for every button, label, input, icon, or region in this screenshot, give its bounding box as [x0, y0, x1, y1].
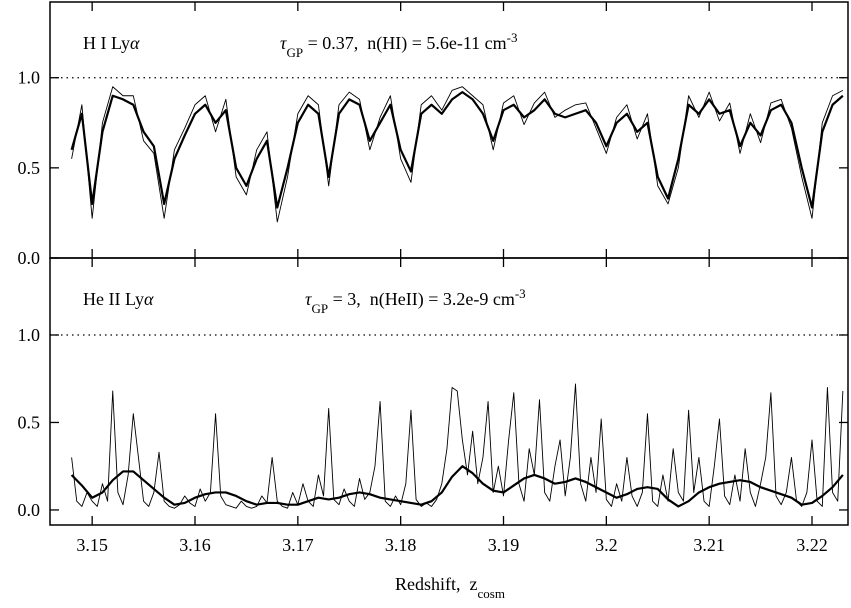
panel-label: He II Lyα	[83, 289, 154, 309]
series-line	[71, 86, 844, 223]
x-tick-label: 3.18	[385, 535, 417, 555]
superscript: -3	[515, 286, 526, 301]
tau: τ	[305, 289, 312, 309]
x-tick-label: 3.19	[488, 535, 520, 555]
x-tick-label: 3.15	[76, 535, 108, 555]
x-axis-label: Redshift, zcosm	[395, 574, 505, 601]
x-tick-label: 3.21	[693, 535, 725, 555]
label-greek: α	[144, 289, 154, 309]
series-line	[71, 383, 844, 509]
y-tick-label: 0.5	[18, 158, 41, 178]
annotation: τGP = 3, n(HeII) = 3.2e-9 cm-3	[305, 286, 526, 316]
panel-frame	[49, 257, 849, 526]
x-tick-label: 3.22	[796, 535, 828, 555]
superscript: -3	[507, 30, 518, 45]
x-label-subscript: cosm	[478, 586, 505, 601]
tau: τ	[280, 33, 287, 53]
label-text: He II Ly	[83, 289, 144, 309]
y-tick-label: 1.0	[18, 68, 41, 88]
series-line	[70, 465, 844, 508]
y-tick-label: 1.0	[18, 325, 41, 345]
label-text: H I Ly	[83, 33, 130, 53]
annotation: τGP = 0.37, n(HI) = 5.6e-11 cm-3	[280, 30, 518, 60]
annotation-text: = 3, n(HeII) = 3.2e-9 cm	[328, 289, 515, 310]
label-greek: α	[130, 33, 140, 53]
y-tick-label: 0.0	[18, 500, 41, 520]
subscript: GP	[311, 301, 328, 316]
x-tick-label: 3.16	[179, 535, 211, 555]
series-line	[70, 91, 844, 209]
y-tick-label: 0.0	[18, 248, 41, 268]
annotation-text: = 0.37, n(HI) = 5.6e-11 cm	[303, 33, 507, 54]
subscript: GP	[286, 45, 303, 60]
x-tick-label: 3.2	[595, 535, 618, 555]
panel-label: H I Lyα	[83, 33, 140, 53]
x-tick-label: 3.17	[282, 535, 314, 555]
y-tick-label: 0.5	[18, 412, 41, 432]
x-label-text: Redshift, z	[395, 574, 478, 594]
